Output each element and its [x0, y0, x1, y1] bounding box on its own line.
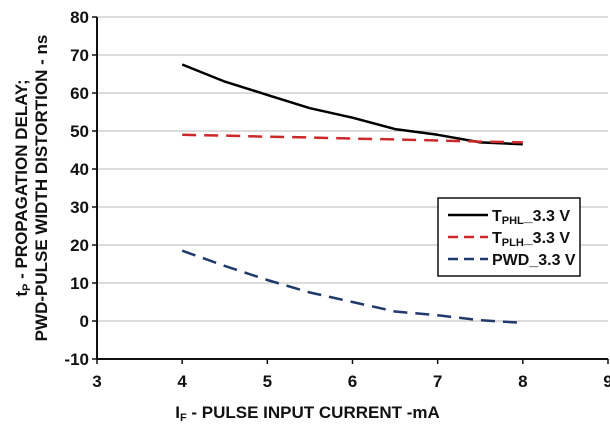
y-axis-title: tP - PROPAGATION DELAY; PWD-PULSE WIDTH … [12, 35, 51, 342]
y-tick-label--10: -10 [64, 350, 89, 369]
legend: TPHL_3.3 V TPLH_3.3 V PWD_3.3 V [437, 197, 581, 277]
grid [97, 16, 608, 322]
legend-box [437, 197, 581, 277]
y-tick-label-0: 0 [80, 312, 89, 331]
x-tick-label-4: 4 [177, 372, 187, 391]
y-tick-label-60: 60 [70, 84, 89, 103]
x-tick-label-5: 5 [263, 372, 272, 391]
y-axis-title-line2: PWD-PULSE WIDTH DISTORTION - ns [32, 35, 51, 342]
legend-label-1: TPLH_3.3 V [492, 230, 570, 249]
x-tick-label-9: 9 [603, 372, 610, 391]
x-tick-label-7: 7 [433, 372, 442, 391]
x-tick-label-8: 8 [518, 372, 527, 391]
tick-labels: -10 0 10 20 30 40 50 60 70 80 3 4 5 6 7 8 9 [64, 8, 610, 391]
x-axis-title: IF - PULSE INPUT CURRENT -mA [175, 403, 440, 424]
legend-label-2: PWD_3.3 V [492, 252, 576, 269]
x-tick-label-3: 3 [92, 372, 101, 391]
legend-label-0: TPHL_3.3 V [492, 208, 570, 227]
axes [92, 16, 609, 364]
y-tick-label-50: 50 [70, 122, 89, 141]
y-tick-label-10: 10 [70, 274, 89, 293]
series-line-2 [181, 249, 523, 325]
y-tick-label-80: 80 [70, 8, 89, 27]
y-tick-label-20: 20 [70, 236, 89, 255]
series-line-1 [182, 133, 523, 144]
series-line-0 [181, 63, 523, 146]
y-axis-title-line1: tP - PROPAGATION DELAY; [12, 79, 33, 296]
y-tick-label-30: 30 [70, 198, 89, 217]
x-tick-label-6: 6 [348, 372, 357, 391]
y-tick-label-40: 40 [70, 160, 89, 179]
y-tick-label-70: 70 [70, 46, 89, 65]
series-lines [181, 63, 523, 325]
